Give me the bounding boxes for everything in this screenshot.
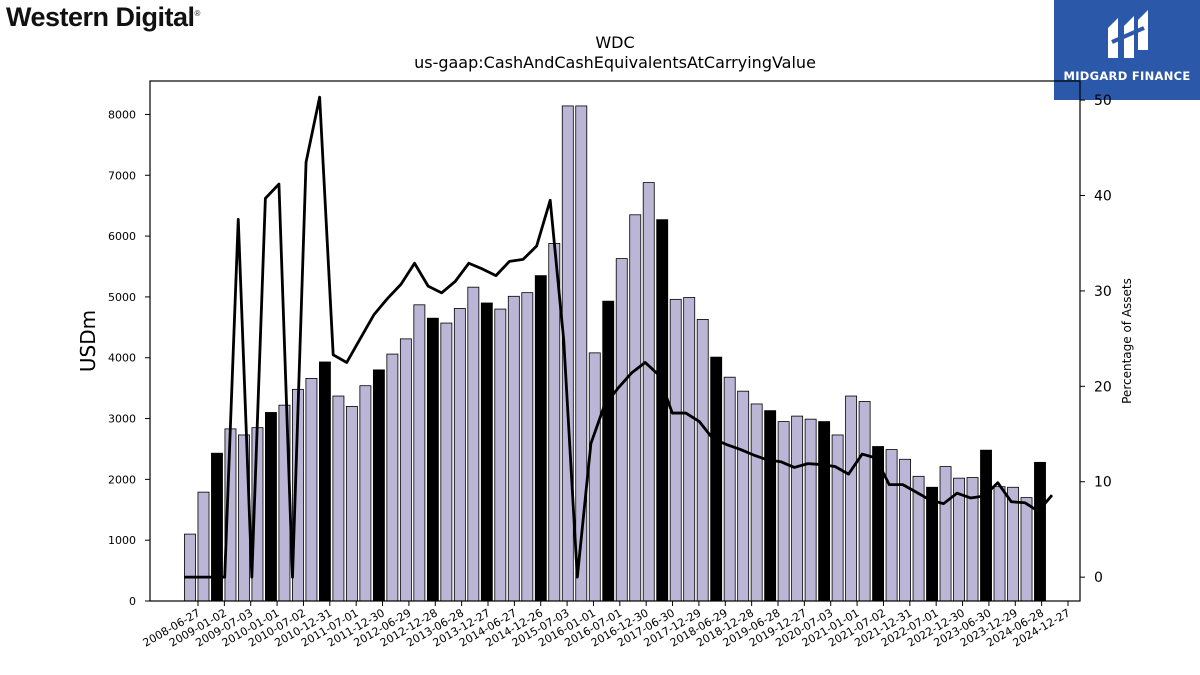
bar-37 <box>683 297 696 602</box>
y2-tick-label-0: 0 <box>1094 570 1103 586</box>
y-axis: 0 1000 2000 3000 4000 5000 6000 7000 8000 <box>108 108 150 608</box>
bar-53 <box>899 458 912 602</box>
bar-9 <box>305 377 318 602</box>
y2-tick-label-30: 30 <box>1094 284 1112 300</box>
bar-42 <box>750 403 763 602</box>
y2-axis-label: Percentage of Assets <box>1120 278 1134 404</box>
bar-34 <box>642 182 655 602</box>
bar-21 <box>467 286 480 602</box>
chart-subtitle: us-gaap:CashAndCashEquivalentsAtCarrying… <box>414 53 816 72</box>
bar-63 <box>1034 461 1046 602</box>
bar-50 <box>858 401 871 602</box>
bar-18 <box>426 317 439 602</box>
bar-61 <box>1007 486 1019 602</box>
y2-tick-label-10: 10 <box>1094 475 1112 491</box>
bar-45 <box>791 415 804 602</box>
line-group <box>184 95 1054 579</box>
y2-tick-label-40: 40 <box>1094 188 1112 204</box>
bar-0 <box>184 533 196 602</box>
x-axis: 2008-06-272009-01-022009-07-032010-01-01… <box>141 601 1073 650</box>
y-tick-label-4000: 4000 <box>108 352 136 365</box>
bar-59 <box>980 449 992 602</box>
bar-38 <box>696 319 709 602</box>
bar-33 <box>629 214 642 602</box>
plot-frame <box>149 80 1081 602</box>
y-tick-label-7000: 7000 <box>108 169 136 182</box>
y-tick-label-6000: 6000 <box>108 230 136 243</box>
bar-36 <box>669 298 682 602</box>
bar-10 <box>318 361 331 602</box>
bar-55 <box>926 486 938 602</box>
y-tick-label-3000: 3000 <box>108 413 136 426</box>
bar-12 <box>345 405 358 602</box>
bars-group <box>184 105 1046 602</box>
bar-43 <box>764 410 777 602</box>
pct-assets-line <box>184 95 1054 579</box>
bar-47 <box>818 421 831 602</box>
y-tick-label-2000: 2000 <box>108 473 136 486</box>
y-axis-label: USDm <box>76 310 100 372</box>
bar-2 <box>211 452 223 602</box>
bar-56 <box>939 466 952 602</box>
bar-14 <box>372 369 385 602</box>
bar-31 <box>602 300 615 602</box>
bar-52 <box>885 449 898 602</box>
bar-22 <box>480 302 493 602</box>
bar-25 <box>521 292 534 602</box>
bar-6 <box>265 412 277 602</box>
bar-44 <box>777 421 790 602</box>
midgard-logo-icon <box>1108 10 1148 58</box>
bar-49 <box>845 395 858 602</box>
bar-35 <box>656 219 669 602</box>
bar-20 <box>453 308 466 602</box>
bar-13 <box>359 385 372 602</box>
bar-26 <box>534 275 547 602</box>
bar-46 <box>804 418 817 602</box>
y-tick-label-0: 0 <box>129 595 136 608</box>
y2-axis: 0 10 20 30 40 50 <box>1080 93 1112 586</box>
bar-15 <box>386 353 399 602</box>
y2-tick-label-50: 50 <box>1094 93 1112 109</box>
bar-60 <box>993 486 1006 602</box>
y-tick-label-8000: 8000 <box>108 108 136 121</box>
bar-30 <box>588 352 601 602</box>
bar-62 <box>1020 497 1033 602</box>
bar-32 <box>615 258 628 602</box>
brand-logo: Western Digital® <box>6 2 200 32</box>
bar-24 <box>507 295 520 602</box>
bar-23 <box>494 308 507 602</box>
badge-text: MIDGARD FINANCE <box>1063 69 1191 83</box>
midgard-finance-badge: MIDGARD FINANCE <box>1054 0 1200 100</box>
y-tick-label-5000: 5000 <box>108 291 136 304</box>
bar-48 <box>831 434 844 602</box>
chart-title: WDC <box>595 33 634 52</box>
bar-40 <box>723 376 736 602</box>
bar-16 <box>399 338 412 602</box>
bar-39 <box>710 356 723 602</box>
y-tick-label-1000: 1000 <box>108 534 136 547</box>
bar-41 <box>737 390 750 602</box>
bar-17 <box>413 304 426 602</box>
bar-19 <box>440 322 453 602</box>
bar-11 <box>332 395 345 602</box>
y2-tick-label-20: 20 <box>1094 379 1112 395</box>
bar-1 <box>197 491 210 602</box>
